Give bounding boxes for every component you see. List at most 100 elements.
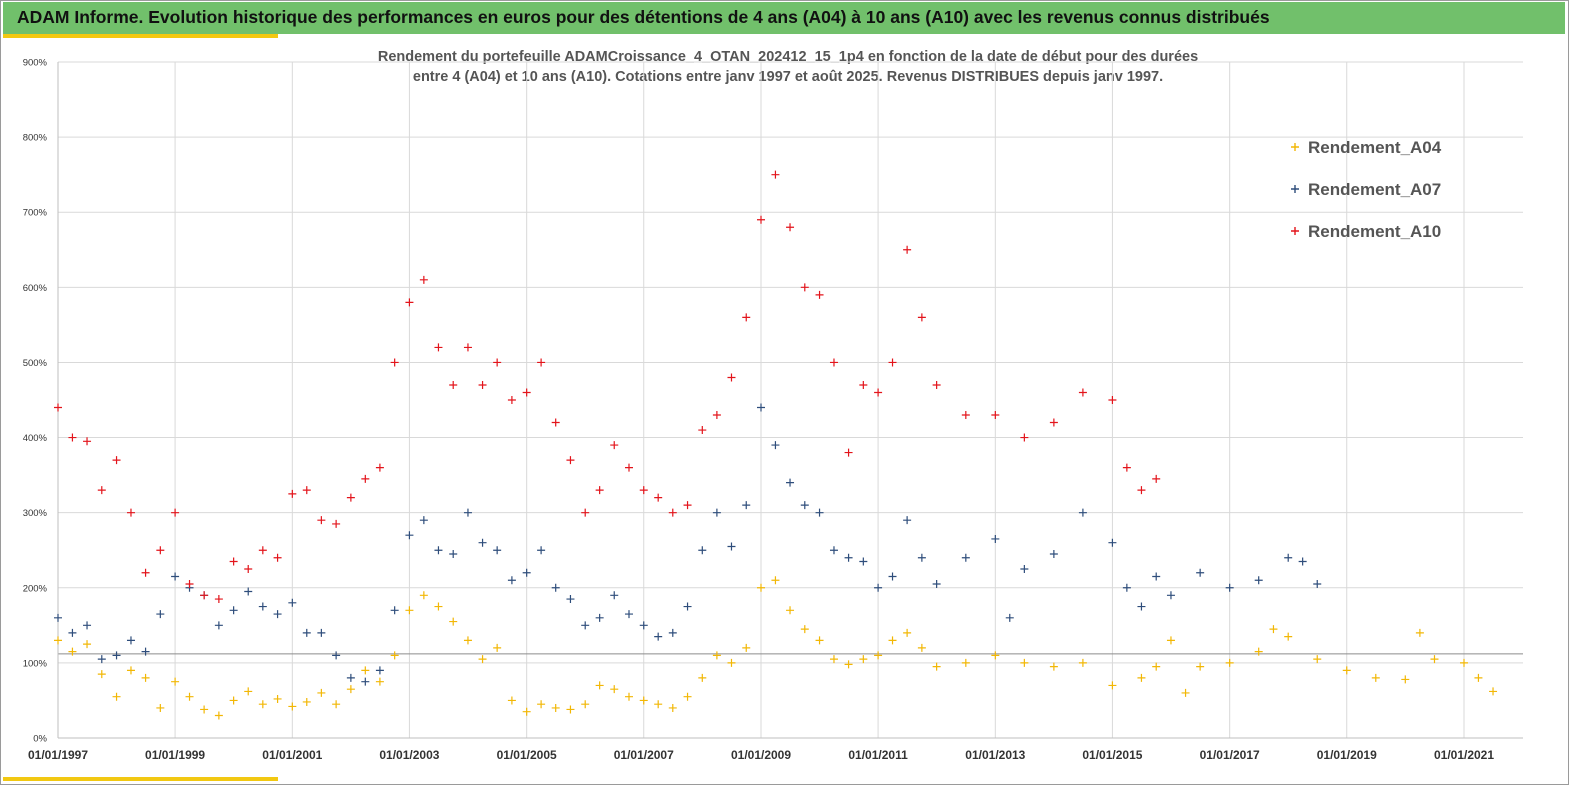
legend-label-rendement-a04: Rendement_A04	[1308, 138, 1442, 157]
legend-marker-rendement-a07	[1291, 185, 1299, 193]
rendement-a07-point	[917, 553, 926, 562]
x-tick-label: 01/01/2003	[379, 748, 439, 762]
rendement-a10-point	[537, 358, 546, 367]
rendement-a10-point	[566, 456, 575, 465]
rendement-a07-point	[156, 610, 165, 619]
rendement-a07-point	[888, 572, 897, 581]
rendement-a07-point	[317, 628, 326, 637]
accent-bar-bottom	[3, 777, 278, 781]
rendement-a10-point	[829, 358, 838, 367]
rendement-a04-point	[317, 688, 326, 697]
rendement-a04-point	[1108, 681, 1117, 690]
rendement-a07-point	[961, 553, 970, 562]
rendement-a07-point	[507, 576, 516, 585]
rendement-a07-point	[654, 632, 663, 641]
rendement-a10-point	[478, 380, 487, 389]
rendement-a04-point	[683, 692, 692, 701]
y-tick-label: 600%	[23, 283, 48, 294]
rendement-a10-point	[668, 508, 677, 517]
rendement-a07-point	[112, 651, 121, 660]
rendement-a07-point	[595, 613, 604, 622]
rendement-a10-point	[346, 493, 355, 502]
title-banner: ADAM Informe. Evolution historique des p…	[3, 2, 1565, 34]
rendement-a04-point	[742, 643, 751, 652]
rendement-a07-point	[1254, 576, 1263, 585]
x-tick-label: 01/01/2011	[848, 748, 908, 762]
rendement-a04-point	[888, 636, 897, 645]
rendement-a10-point	[1020, 433, 1029, 442]
rendement-a10-point	[991, 411, 1000, 420]
rendement-a10-point	[683, 501, 692, 510]
y-tick-label: 800%	[23, 133, 48, 144]
rendement-a10-point	[419, 275, 428, 284]
rendement-a07-point	[1137, 602, 1146, 611]
rendement-a04-point	[126, 666, 135, 675]
y-tick-label: 100%	[23, 658, 48, 669]
rendement-a04-point	[1078, 658, 1087, 667]
rendement-a07-point	[54, 613, 62, 622]
rendement-a04-point	[112, 692, 121, 701]
x-tick-label: 01/01/2013	[965, 748, 1025, 762]
page-title: ADAM Informe. Evolution historique des p…	[17, 7, 1270, 27]
rendement-a07-point	[449, 549, 458, 558]
rendement-a04-point	[405, 606, 414, 615]
rendement-a04-point	[434, 602, 443, 611]
rendement-a07-point	[390, 606, 399, 615]
rendement-a07-point	[757, 403, 765, 412]
rendement-a07-point	[1152, 572, 1161, 581]
rendement-a07-point	[288, 598, 297, 607]
rendement-a10-point	[859, 380, 868, 389]
rendement-a04-point	[1225, 658, 1234, 667]
rendement-a10-point	[258, 546, 267, 555]
rendement-a10-point	[214, 595, 223, 604]
rendement-a10-point	[1137, 486, 1146, 495]
rendement-a10-point	[551, 418, 560, 427]
rendement-a07-point	[214, 621, 223, 630]
rendement-a07-point	[522, 568, 531, 577]
rendement-a10-point	[332, 519, 341, 528]
rendement-a10-point	[375, 463, 384, 472]
rendement-a07-point	[566, 595, 575, 604]
rendement-a04-point	[610, 685, 619, 694]
rendement-a10-point	[97, 486, 106, 495]
rendement-a10-point	[844, 448, 853, 457]
rendement-a10-point	[156, 546, 165, 555]
rendement-a10-point	[449, 380, 458, 389]
rendement-a10-point	[639, 486, 648, 495]
rendement-a10-point	[800, 283, 809, 292]
rendement-a07-point	[493, 546, 502, 555]
x-tick-label: 01/01/2017	[1200, 748, 1260, 762]
rendement-a04-point	[903, 628, 912, 637]
rendement-a07-point	[1020, 565, 1029, 573]
x-tick-label: 01/01/2019	[1317, 748, 1377, 762]
rendement-a04-point	[1254, 647, 1263, 656]
rendement-a04-point	[1284, 632, 1293, 641]
rendement-a04-point	[493, 643, 502, 652]
rendement-a04-point	[595, 681, 604, 690]
rendement-a04-point	[375, 677, 384, 686]
rendement-a07-point	[361, 677, 370, 686]
rendement-a04-point	[390, 651, 399, 660]
rendement-a10-point	[581, 508, 590, 517]
rendement-a04-point	[624, 692, 633, 701]
rendement-a10-point	[83, 437, 92, 446]
y-tick-label: 200%	[23, 583, 48, 594]
rendement-a10-point	[185, 580, 194, 589]
rendement-a04-point	[581, 700, 590, 709]
rendement-a07-point	[1225, 583, 1234, 592]
rendement-a04-point	[522, 707, 531, 716]
rendement-a10-point	[141, 568, 150, 577]
rendement-a04-point	[156, 703, 165, 712]
rendement-a04-point	[991, 651, 1000, 660]
rendement-a04-point	[786, 606, 795, 615]
rendement-a04-point	[1430, 655, 1439, 664]
rendement-a07-point	[581, 621, 590, 630]
rendement-a04-point	[932, 662, 941, 671]
rendement-a10-point	[742, 313, 751, 322]
rendement-a10-point	[698, 426, 707, 435]
rendement-a10-point	[522, 388, 531, 397]
rendement-a10-point	[771, 170, 780, 179]
rendement-a07-point	[932, 580, 941, 589]
rendement-a04-point	[288, 702, 297, 711]
rendement-a10-point	[757, 215, 765, 224]
